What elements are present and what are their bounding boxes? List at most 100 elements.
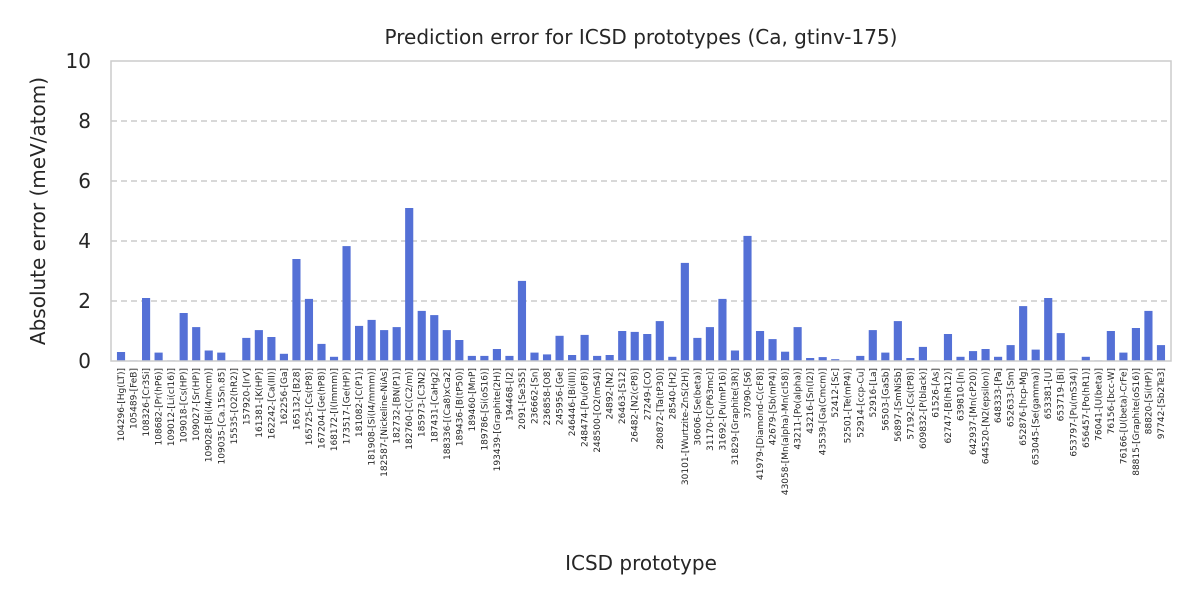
bar [643, 334, 652, 361]
x-tick-label: 27249-[CO] [643, 368, 653, 420]
y-tick-label: 10 [66, 49, 91, 73]
x-tick-label: 280872-[Ta(tP30)] [656, 368, 666, 450]
y-tick-label: 2 [78, 289, 91, 313]
x-tick-label: 167204-[Ge(hP8)] [318, 368, 328, 449]
bar [1031, 349, 1040, 361]
x-tick-label: 165725-[Cs(tP8)] [305, 368, 315, 445]
bar [793, 327, 802, 361]
bar [831, 359, 840, 361]
bar [142, 298, 151, 361]
bar [1119, 352, 1128, 361]
x-tick-label: 43216-[Sn(I2)] [806, 368, 816, 434]
bar [806, 358, 815, 361]
x-tick-label: 165132-[B28] [292, 368, 302, 430]
gridlines [111, 120, 1171, 302]
bar [1006, 345, 1015, 361]
bars [116, 208, 1166, 361]
x-tick-label: 245956-[Ge] [556, 368, 566, 425]
x-tick-label: 188336-[(Ca8)xCa2] [443, 368, 453, 460]
bar [743, 235, 752, 361]
x-tick-label: 653719-[Bi] [1057, 368, 1067, 421]
x-tick-label: 56897-[SmNiSb] [894, 368, 904, 442]
x-tick-label: 248474-[Pu(oF8)] [581, 368, 591, 447]
bar [705, 327, 714, 361]
x-tick-label: 236662-[Sn] [531, 368, 541, 424]
x-tick-label: 648333-[Pa] [994, 368, 1004, 423]
x-tick-label: 189436-[B(tP50)] [455, 368, 465, 446]
bar [781, 351, 790, 361]
bar [943, 334, 953, 361]
x-tick-label: 644520-[N2(epsilon)] [982, 368, 992, 464]
x-tick-label: 30101-[Wurtzite-ZnS(2H)] [681, 368, 691, 485]
bar [204, 350, 213, 361]
bar [981, 349, 990, 361]
x-tick-label: 653045-[Se(gamma)] [1032, 368, 1042, 465]
bar [380, 330, 389, 361]
bar [179, 313, 188, 361]
x-tick-label: 109027-[Sr(HP)] [192, 368, 202, 441]
bar [1081, 356, 1090, 361]
x-tick-label: 653797-[Pu(mS34)] [1069, 368, 1079, 457]
x-tick-label: 248500-[O2(mS4)] [593, 368, 603, 453]
bar [868, 330, 877, 361]
bar [730, 350, 740, 361]
x-tick-label: 194468-[I2] [505, 368, 515, 421]
x-tick-label: 56503-[GaSb] [881, 368, 891, 431]
x-tick-label: 26482-[N2(cP8)] [631, 368, 641, 442]
x-tick-label: 52916-[La] [869, 368, 879, 417]
x-tick-label: 181082-[C(P1)] [355, 368, 365, 437]
x-tick-label: 43539-[Ga(Cmcm)] [819, 368, 829, 455]
bar [304, 298, 314, 361]
x-tick-label: 656457-[Po(hR1)] [1082, 368, 1092, 448]
x-tick-label: 609832-[P(black)] [919, 368, 929, 449]
bar [755, 331, 765, 361]
bar [568, 355, 577, 361]
x-tick-label: 52501-[Te(mP4)] [844, 368, 854, 443]
bar [392, 327, 401, 361]
bar [467, 355, 476, 361]
y-tick-label: 4 [78, 229, 91, 253]
x-tick-labels: 104296-[Hg(LT)] 105489-[FeB] 108326-[Cr3Si… [117, 368, 1167, 495]
chart-title: Prediction error for ICSD prototypes (Ca… [385, 25, 898, 49]
bar [329, 356, 339, 361]
bar [317, 343, 326, 361]
bar [718, 298, 727, 361]
bar [768, 339, 777, 361]
bar [680, 262, 689, 361]
bar [1131, 328, 1140, 361]
x-tick-label: 109012-[Li(cI16)] [167, 368, 177, 446]
x-tick-label: 162256-[Ga] [280, 368, 290, 425]
x-tick-label: 182587-[Nickeline-NiAs] [380, 368, 390, 477]
x-tick-label: 52914-[ccp-Cu] [856, 368, 866, 438]
x-tick-label: 653381-[U] [1044, 368, 1054, 419]
bar [342, 246, 351, 361]
x-tick-label: 42679-[Sb(mP4)] [769, 368, 779, 445]
bar [618, 331, 627, 361]
bar [1144, 310, 1153, 361]
x-tick-label: 161381-[K(HP)] [255, 368, 265, 438]
x-tick-label: 88815-[Graphite(oS16)] [1132, 368, 1142, 476]
x-tick-label: 639810-[In] [957, 368, 967, 421]
bar [442, 330, 451, 361]
x-tick-label: 76156-[bcc-W] [1107, 368, 1117, 434]
x-tick-label: 31829-[Graphite(3R)] [731, 368, 741, 465]
x-tick-label: 189786-[Si(oS16)] [480, 368, 490, 451]
x-tick-label: 246446-[Bi(III)] [568, 368, 578, 436]
x-tick-label: 2091-[Se3S5] [518, 368, 528, 430]
bar [505, 355, 514, 361]
x-tick-label: 182760-[C(C2/m)] [405, 368, 415, 450]
bar [593, 355, 602, 361]
bar [956, 356, 965, 361]
x-tick-label: 28540-[H2] [668, 368, 678, 419]
bar [1044, 298, 1053, 361]
bar [1156, 345, 1166, 361]
bar [968, 351, 978, 361]
bar [1056, 333, 1065, 361]
bar [630, 331, 639, 361]
x-tick-label: 43211-[Po(alpha)] [794, 368, 804, 449]
x-tick-label: 652876-[hcp-Mg] [1019, 368, 1029, 446]
bar [355, 325, 364, 361]
x-tick-label: 31170-[C(P63mc)] [706, 368, 716, 451]
x-tick-label: 62747-[B(hR12)] [944, 368, 954, 444]
